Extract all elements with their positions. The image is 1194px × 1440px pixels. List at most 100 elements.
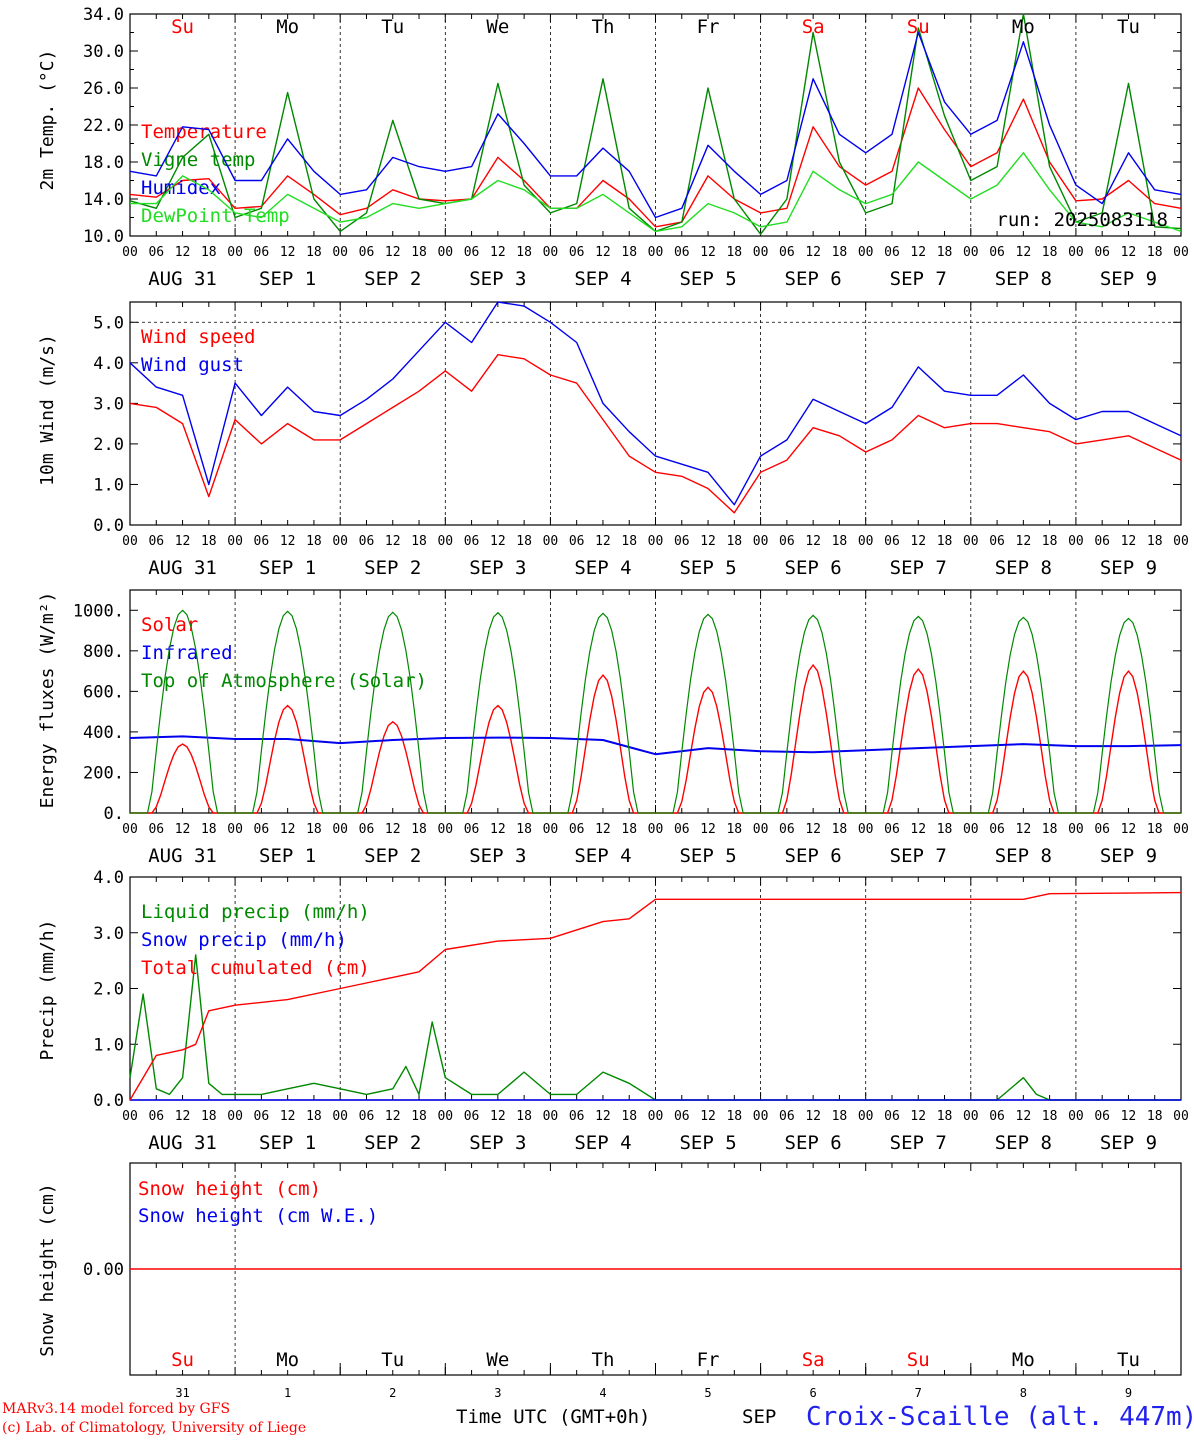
y-tick-label: 3.0 [93, 924, 124, 944]
day-label: SEP 1 [259, 845, 316, 867]
hour-tick-label: 00 [858, 1109, 874, 1124]
legend-entry: Vigne temp [141, 149, 255, 171]
hour-tick-label: 06 [989, 534, 1005, 549]
weekday-label: Tu [381, 1349, 404, 1371]
hour-tick-label: 12 [1121, 534, 1137, 549]
day-label: SEP 9 [1100, 845, 1157, 867]
run-label: run: 2025083118 [996, 209, 1168, 231]
day-label: SEP 4 [574, 1132, 631, 1154]
hour-tick-label: 18 [201, 1109, 217, 1124]
hour-tick-label: 18 [621, 1109, 637, 1124]
day-label: SEP 2 [364, 1132, 421, 1154]
day-label: SEP 7 [890, 1132, 947, 1154]
day-label: SEP 3 [469, 268, 526, 290]
hour-tick-label: 12 [1016, 1109, 1032, 1124]
hour-tick-label: 12 [595, 245, 611, 260]
hour-tick-label: 18 [937, 1109, 953, 1124]
hour-tick-label: 18 [201, 822, 217, 837]
weekday-label: Sa [802, 1349, 825, 1371]
hour-tick-label: 12 [175, 534, 191, 549]
legend-entry: Total cumulated (cm) [141, 957, 370, 979]
hour-tick-label: 06 [779, 534, 795, 549]
y-tick-label: 0. [104, 804, 124, 824]
hour-tick-label: 06 [148, 534, 164, 549]
hour-tick-label: 12 [700, 822, 716, 837]
day-label: SEP 1 [259, 557, 316, 579]
weekday-label: Th [592, 1349, 615, 1371]
hour-tick-label: 12 [490, 1109, 506, 1124]
day-number-label: 7 [915, 1386, 922, 1400]
day-label: SEP 4 [574, 268, 631, 290]
hour-tick-label: 18 [621, 534, 637, 549]
hour-tick-label: 12 [910, 534, 926, 549]
legend-entry: Snow height (cm W.E.) [138, 1205, 378, 1227]
day-label: SEP 9 [1100, 557, 1157, 579]
hour-tick-label: 18 [937, 534, 953, 549]
hour-tick-label: 06 [569, 534, 585, 549]
y-tick-label: 0.0 [93, 516, 124, 536]
hour-tick-label: 12 [1121, 245, 1137, 260]
y-tick-label: 10.0 [83, 227, 124, 247]
model-credit: MARv3.14 model forced by GFS [2, 1401, 231, 1417]
hour-tick-label: 00 [332, 534, 348, 549]
hour-tick-label: 06 [884, 534, 900, 549]
series-wind-speed [129, 354, 1182, 514]
hour-tick-label: 18 [1042, 1109, 1058, 1124]
hour-tick-label: 18 [832, 822, 848, 837]
day-label: SEP 2 [364, 557, 421, 579]
hour-tick-label: 12 [910, 822, 926, 837]
day-label: SEP 8 [995, 268, 1052, 290]
y-tick-label: 800. [83, 642, 124, 662]
legend-entry: Snow precip (mm/h) [141, 929, 347, 951]
hour-tick-label: 06 [254, 1109, 270, 1124]
hour-tick-label: 18 [411, 534, 427, 549]
hour-tick-label: 00 [332, 245, 348, 260]
y-axis-label: 10m Wind (m/s) [37, 334, 58, 486]
weekday-label: Su [171, 1349, 194, 1371]
weekday-label: Tu [381, 16, 404, 38]
weekday-label: Th [592, 16, 615, 38]
hour-tick-label: 18 [1042, 822, 1058, 837]
hour-tick-label: 00 [963, 1109, 979, 1124]
day-label: SEP 6 [785, 268, 842, 290]
hour-tick-label: 00 [753, 1109, 769, 1124]
y-tick-label: 0.00 [83, 1260, 124, 1280]
y-tick-label: 14.0 [83, 190, 124, 210]
hour-tick-label: 12 [490, 534, 506, 549]
legend-entry: Top of Atmosphere (Solar) [141, 670, 427, 692]
day-label: SEP 4 [574, 845, 631, 867]
hour-tick-label: 18 [1042, 534, 1058, 549]
hour-tick-label: 12 [175, 1109, 191, 1124]
hour-tick-label: 06 [359, 1109, 375, 1124]
y-axis-label: Energy fluxes (W/m²) [37, 592, 58, 809]
hour-tick-label: 18 [832, 1109, 848, 1124]
day-label: SEP 6 [785, 1132, 842, 1154]
hour-tick-label: 12 [385, 245, 401, 260]
hour-tick-label: 12 [1016, 822, 1032, 837]
hour-tick-label: 18 [516, 822, 532, 837]
hour-tick-label: 00 [437, 245, 453, 260]
hour-tick-label: 18 [411, 822, 427, 837]
hour-tick-label: 06 [779, 245, 795, 260]
day-label: SEP 2 [364, 268, 421, 290]
hour-tick-label: 12 [700, 1109, 716, 1124]
hour-tick-label: 18 [411, 245, 427, 260]
day-label: SEP 3 [469, 1132, 526, 1154]
y-axis-label: Snow height (cm) [37, 1183, 58, 1356]
legend-entry: Infrared [141, 642, 233, 664]
legend-entry: Wind gust [141, 354, 244, 376]
day-label: SEP 8 [995, 557, 1052, 579]
hour-tick-label: 12 [910, 245, 926, 260]
hour-tick-label: 06 [779, 1109, 795, 1124]
y-tick-label: 200. [83, 763, 124, 783]
hour-tick-label: 12 [700, 534, 716, 549]
weekday-label: Mo [1012, 1349, 1035, 1371]
hour-tick-label: 12 [700, 245, 716, 260]
hour-tick-label: 00 [437, 822, 453, 837]
hour-tick-label: 18 [1147, 245, 1163, 260]
day-label: SEP 4 [574, 557, 631, 579]
hour-tick-label: 00 [1173, 822, 1189, 837]
legend-entry: Temperature [141, 121, 267, 143]
hour-tick-label: 12 [385, 822, 401, 837]
weekday-label: Su [171, 16, 194, 38]
